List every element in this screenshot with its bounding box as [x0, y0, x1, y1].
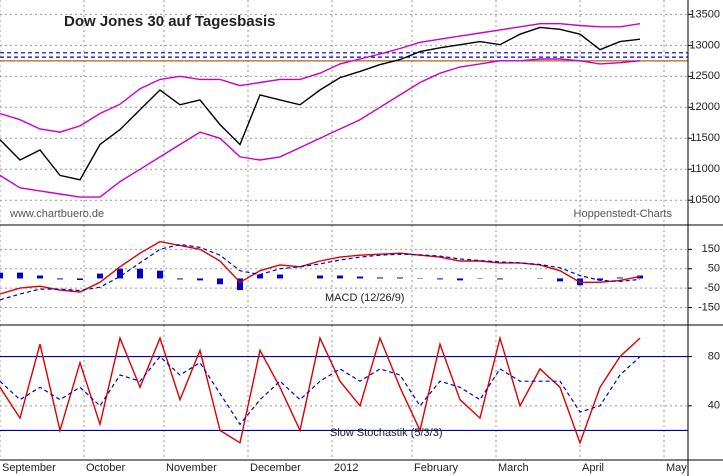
histogram-bar [337, 275, 343, 279]
histogram-bar [457, 278, 463, 281]
x-tick-label: 2012 [334, 462, 358, 474]
x-tick-label: September [2, 462, 56, 474]
histogram-bar [557, 278, 563, 282]
macd-label: MACD (12/26/9) [325, 292, 404, 304]
histogram-bar [177, 278, 183, 280]
histogram-bar [217, 278, 223, 285]
y-tick-label: -50 [704, 282, 720, 294]
x-tick-label: April [582, 462, 604, 474]
histogram-bar [117, 268, 123, 279]
y-tick-label: 50 [708, 263, 720, 275]
histogram-bar [277, 274, 283, 279]
y-tick-label: 12000 [689, 101, 720, 113]
series-line [0, 355, 641, 426]
histogram-bar [397, 277, 403, 279]
y-tick-label: -150 [698, 301, 720, 313]
histogram-bar [97, 273, 103, 279]
chart-title: Dow Jones 30 auf Tagesbasis [64, 13, 275, 30]
credit-label: Hoppenstedt-Charts [574, 208, 673, 220]
histogram-bar [317, 275, 323, 279]
y-tick-label: 13000 [689, 39, 720, 51]
histogram-bar [57, 278, 63, 280]
x-tick-label: October [86, 462, 125, 474]
histogram-bar [437, 278, 443, 280]
x-tick-label: March [498, 462, 529, 474]
y-tick-label: 10500 [689, 194, 720, 206]
y-tick-label: 11000 [690, 163, 720, 175]
series-line [0, 23, 641, 133]
source-label: www.chartbuero.de [9, 208, 104, 220]
x-tick-label: February [414, 462, 459, 474]
histogram-bar [0, 272, 3, 279]
histogram-bar [257, 274, 263, 279]
y-tick-label: 13500 [689, 8, 720, 20]
y-tick-label: 11500 [690, 132, 720, 144]
histogram-bar [137, 268, 143, 279]
y-tick-label: 12500 [689, 70, 720, 82]
histogram-bar [377, 277, 383, 279]
histogram-bar [17, 272, 23, 279]
x-tick-label: May [666, 462, 687, 474]
histogram-bar [497, 278, 503, 280]
series-line [0, 243, 641, 301]
histogram-bar [597, 278, 603, 281]
y-tick-label: 150 [702, 243, 720, 255]
series-line [0, 58, 641, 198]
y-tick-label: 40 [708, 400, 720, 412]
histogram-bar [237, 278, 243, 291]
y-tick-label: 80 [708, 350, 720, 362]
histogram-bar [617, 277, 623, 279]
histogram-bar [357, 276, 363, 279]
stochastic-label: Slow Stochastik (5/3/3) [330, 427, 443, 439]
histogram-bar [197, 278, 203, 281]
histogram-bar [37, 275, 43, 279]
histogram-bar [77, 278, 83, 280]
histogram-bar [157, 270, 163, 279]
x-tick-label: December [250, 462, 301, 474]
x-tick-label: November [166, 462, 217, 474]
series-line [0, 26, 641, 181]
